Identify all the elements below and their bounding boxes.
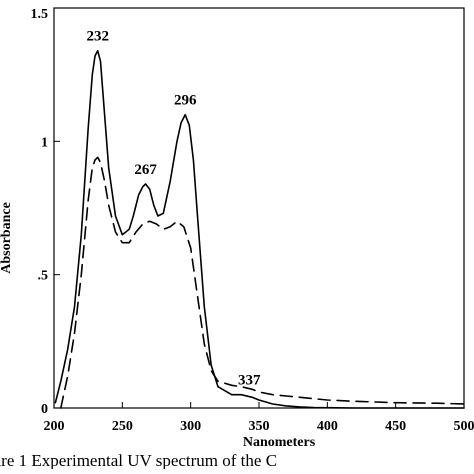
plot-frame <box>54 8 464 408</box>
peak-label: 296 <box>174 93 197 109</box>
x-tick-label: 350 <box>249 419 270 434</box>
dashed-series-line <box>61 157 464 408</box>
y-tick-label: 1 <box>41 135 48 150</box>
peak-label: 232 <box>86 29 109 45</box>
x-tick-label: 200 <box>44 419 65 434</box>
solid-series-line <box>55 51 464 408</box>
x-axis-title: Nanometers <box>243 435 316 450</box>
labels-layer: 232 267 296 337 <box>86 29 261 389</box>
x-tick-label: 400 <box>317 419 338 434</box>
peak-label: 267 <box>134 162 157 178</box>
x-tick-label: 300 <box>180 419 201 434</box>
figure-caption: Figure 1 Experimental UV spectrum of the… <box>0 451 277 469</box>
y-tick-label: 0 <box>41 402 48 417</box>
x-tick-label: 450 <box>385 419 406 434</box>
series-layer <box>55 51 464 408</box>
y-axis-title: Absorbance <box>0 202 14 274</box>
axes-layer: 200 250 300 350 400 450 500 0 .5 1 1.5 <box>31 7 474 434</box>
x-tick-label: 250 <box>112 419 133 434</box>
x-tick-label: 500 <box>454 419 474 434</box>
y-tick-label: .5 <box>38 269 49 284</box>
y-tick-label: 1.5 <box>31 7 49 22</box>
peak-label: 337 <box>238 373 261 389</box>
